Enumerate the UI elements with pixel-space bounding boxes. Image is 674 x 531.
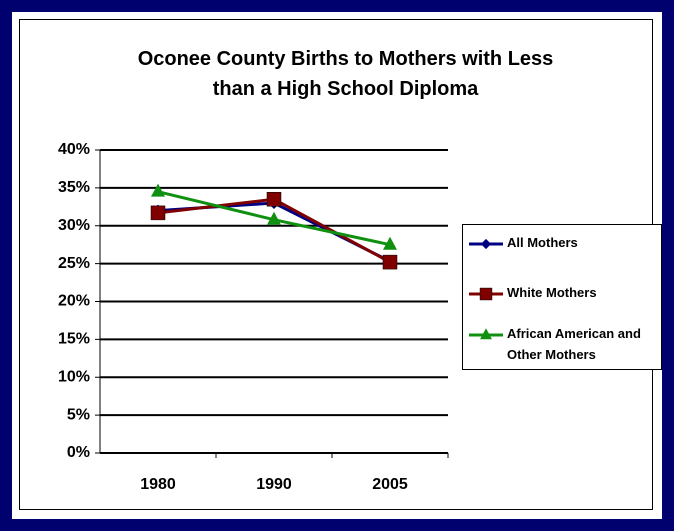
- legend-label: White Mothers: [507, 285, 597, 300]
- marker: [383, 236, 397, 250]
- x-tick-label: 2005: [372, 476, 408, 493]
- y-tick-label: 40%: [58, 141, 90, 158]
- y-tick-label: 10%: [58, 368, 90, 385]
- marker: [479, 287, 493, 301]
- legend: All Mothers White Mothers African American…: [462, 224, 662, 370]
- y-tick-label: 35%: [58, 179, 90, 196]
- marker: [382, 254, 398, 270]
- chart-title: Oconee County Births to Mothers with Les…: [137, 48, 554, 100]
- legend-icon: [469, 238, 503, 250]
- y-tick-label: 0%: [67, 444, 90, 461]
- y-tick-label: 30%: [58, 217, 90, 234]
- marker: [266, 191, 282, 207]
- y-tick-label: 25%: [58, 255, 90, 272]
- marker: [480, 238, 492, 250]
- x-tick-label: 1990: [256, 476, 292, 493]
- legend-icon: [469, 287, 503, 301]
- marker: [267, 211, 281, 225]
- marker: [480, 328, 492, 340]
- y-tick-label: 5%: [67, 406, 90, 423]
- legend-label: African American and Other Mothers: [507, 326, 641, 362]
- x-tick-label: 1980: [140, 476, 176, 493]
- legend-icon: [469, 328, 503, 340]
- y-tick-label: 15%: [58, 331, 90, 348]
- y-tick-label: 20%: [58, 293, 90, 310]
- marker: [151, 183, 165, 197]
- marker: [150, 205, 166, 221]
- legend-label: All Mothers: [507, 235, 578, 250]
